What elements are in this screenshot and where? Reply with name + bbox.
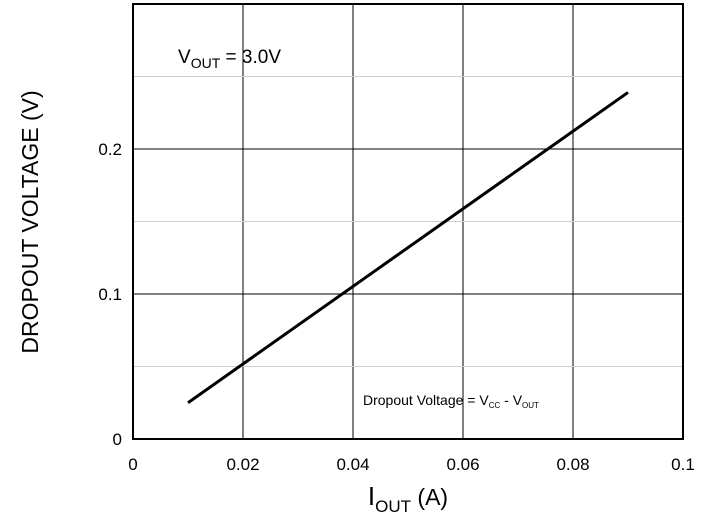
dropout-formula-mid: - V (500, 392, 522, 408)
x-tick-label: 0.02 (226, 455, 259, 474)
y-tick-label: 0.1 (98, 285, 122, 304)
x-axis-title-main: I (368, 481, 375, 511)
x-tick-label: 0.06 (446, 455, 479, 474)
y-axis-title: DROPOUT VOLTAGE (V) (17, 90, 43, 353)
vout-annotation-main: V (178, 47, 191, 68)
dropout-formula-text: Dropout Voltage = V (363, 392, 489, 408)
y-tick-label: 0.2 (98, 140, 122, 159)
x-tick-label: 0.1 (671, 455, 695, 474)
dropout-formula-annotation: Dropout Voltage = VCC - VOUT (363, 392, 539, 410)
grid-lines (133, 4, 683, 439)
dropout-formula-sub-cc: CC (489, 401, 501, 410)
x-tick-label: 0.08 (556, 455, 589, 474)
x-axis-title-unit: (A) (411, 484, 448, 510)
vout-annotation: VOUT = 3.0V (178, 47, 281, 71)
dropout-formula-sub-out: OUT (522, 401, 539, 410)
plot-frame (132, 3, 684, 440)
x-axis-title-sub: OUT (375, 497, 411, 516)
vout-annotation-rest: = 3.0V (220, 47, 281, 68)
vout-annotation-sub: OUT (191, 55, 221, 71)
x-tick-label: 0.04 (336, 455, 369, 474)
y-tick-label: 0 (113, 430, 122, 449)
dropout-voltage-line (187, 91, 629, 404)
series-group (187, 91, 629, 404)
y-tick-labels: 0 0.1 0.2 (98, 140, 122, 449)
x-axis-title: IOUT (A) (368, 481, 448, 516)
x-tick-labels: 0 0.02 0.04 0.06 0.08 0.1 (128, 455, 695, 474)
x-tick-label: 0 (128, 455, 137, 474)
